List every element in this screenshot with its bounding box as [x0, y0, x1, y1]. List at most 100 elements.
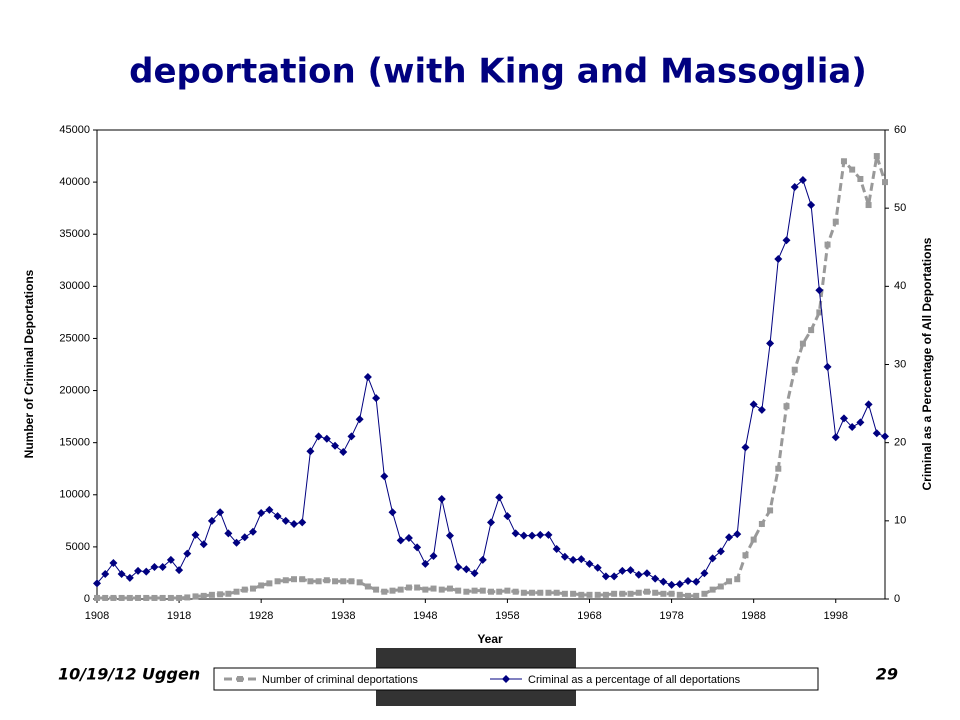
point: [799, 340, 806, 347]
point: [208, 591, 215, 598]
point: [865, 202, 872, 209]
y-tick-label: 40000: [59, 176, 90, 188]
point: [396, 536, 405, 545]
point: [619, 590, 626, 597]
point: [610, 572, 619, 581]
point: [348, 578, 355, 585]
point: [840, 158, 847, 165]
point: [519, 531, 528, 540]
point: [701, 590, 708, 597]
point: [709, 586, 716, 593]
point: [135, 594, 142, 601]
point: [248, 527, 257, 536]
point: [676, 591, 683, 598]
point: [488, 588, 494, 595]
point: [660, 590, 667, 597]
point: [331, 441, 340, 450]
point: [570, 590, 577, 597]
point: [323, 577, 330, 584]
point: [299, 576, 306, 583]
point: [241, 586, 248, 593]
point: [537, 589, 544, 596]
point: [775, 465, 782, 472]
point: [642, 569, 651, 578]
point: [184, 594, 191, 601]
point: [118, 594, 125, 601]
point: [274, 578, 281, 585]
point: [471, 587, 478, 594]
point: [347, 432, 356, 441]
point: [808, 327, 815, 334]
point: [142, 567, 151, 576]
point: [192, 593, 199, 600]
point: [864, 400, 873, 409]
footer-date: 10/19/12 Uggen: [58, 665, 200, 684]
legend-label: Criminal as a percentage of all deportat…: [528, 674, 741, 686]
point: [306, 447, 315, 456]
y-tick-label: 5000: [66, 541, 90, 553]
point: [404, 534, 413, 543]
legend-marker: [502, 675, 510, 683]
y2-tick-label: 50: [894, 202, 906, 214]
point: [413, 543, 422, 552]
point: [117, 569, 126, 578]
point: [372, 394, 381, 403]
y-tick-label: 0: [84, 593, 90, 605]
x-tick-label: 1978: [659, 610, 683, 622]
point: [726, 578, 733, 585]
point: [150, 562, 159, 571]
point: [529, 589, 536, 596]
point: [856, 418, 865, 427]
point: [101, 569, 110, 578]
point: [684, 577, 692, 586]
point: [355, 415, 364, 424]
point: [225, 590, 232, 597]
point: [782, 236, 791, 245]
point: [405, 584, 412, 591]
point: [290, 519, 298, 528]
x-tick-label: 1908: [85, 610, 109, 622]
point: [429, 552, 438, 561]
point: [757, 405, 766, 414]
point: [668, 590, 675, 597]
point: [134, 566, 143, 575]
point: [618, 566, 627, 575]
x-tick-label: 1958: [495, 610, 519, 622]
point: [659, 577, 668, 586]
point: [766, 339, 775, 348]
point: [791, 366, 798, 373]
point: [478, 555, 487, 564]
point: [183, 549, 192, 558]
point: [823, 362, 832, 371]
point: [536, 530, 545, 539]
point: [322, 434, 331, 443]
point: [240, 533, 249, 542]
point: [651, 574, 660, 583]
point: [257, 509, 266, 518]
y2-tick-label: 0: [894, 593, 900, 605]
point: [725, 533, 734, 542]
point: [511, 529, 520, 538]
point: [593, 563, 602, 572]
point: [207, 516, 216, 525]
y2-tick-label: 20: [894, 437, 906, 449]
point: [626, 566, 635, 575]
point: [446, 585, 453, 592]
point: [462, 565, 471, 574]
x-axis-label: Year: [477, 632, 503, 646]
point: [717, 583, 724, 590]
point: [266, 580, 273, 587]
chart-title: deportation (with King and Massoglia): [129, 52, 867, 92]
x-tick-label: 1968: [577, 610, 601, 622]
point: [611, 590, 618, 597]
point: [381, 588, 388, 595]
point: [504, 587, 511, 594]
point: [307, 578, 314, 585]
x-tick-label: 1988: [741, 610, 765, 622]
point: [479, 587, 486, 594]
point: [503, 512, 512, 521]
point: [158, 562, 167, 571]
point: [552, 544, 561, 553]
plot-frame: [96, 129, 886, 600]
point: [315, 578, 322, 585]
